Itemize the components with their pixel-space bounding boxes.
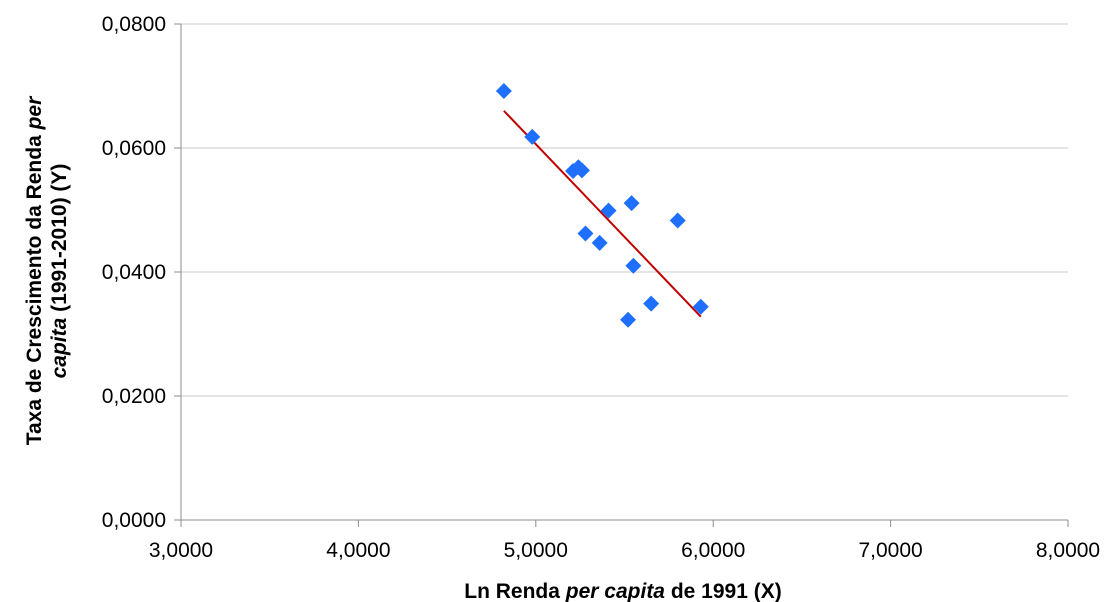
- data-point: [573, 162, 590, 179]
- x-tick-label: 6,0000: [681, 539, 745, 562]
- x-tick-label: 5,0000: [504, 539, 568, 562]
- x-tick-label: 4,0000: [326, 539, 390, 562]
- data-point: [643, 295, 660, 312]
- y-tick-label: 0,0000: [102, 509, 166, 532]
- data-point: [625, 257, 642, 274]
- data-point: [620, 311, 637, 328]
- data-point: [524, 128, 541, 145]
- svg-text:capita (1991-2010) (Y): capita (1991-2010) (Y): [48, 164, 71, 379]
- y-axis-tick-labels: 0,0000 0,0200 0,0400 0,0600 0,0800: [102, 13, 166, 532]
- data-point: [577, 225, 594, 242]
- data-point: [591, 234, 608, 251]
- data-points: [495, 82, 709, 328]
- y-tick-label: 0,0400: [102, 261, 166, 284]
- x-tick-label: 8,0000: [1036, 539, 1100, 562]
- x-tick-label: 7,0000: [858, 539, 922, 562]
- x-axis-title: Ln Renda per capita de 1991 (X): [464, 580, 781, 602]
- trendline: [503, 110, 702, 318]
- y-tick-label: 0,0200: [102, 385, 166, 408]
- data-point: [600, 202, 617, 219]
- x-axis-tick-labels: 3,0000 4,0000 5,0000 6,0000 7,0000 8,0000: [149, 539, 1100, 562]
- data-point: [692, 298, 709, 315]
- y-tick-label: 0,0800: [102, 13, 166, 36]
- trendline-layer: [503, 110, 702, 318]
- svg-text:Taxa de Crescimento da Renda p: Taxa de Crescimento da Renda per: [23, 95, 46, 445]
- y-tick-label: 0,0600: [102, 137, 166, 160]
- y-axis-title: Taxa de Crescimento da Renda per capita …: [23, 95, 71, 445]
- gridlines: [181, 23, 1068, 397]
- data-point: [669, 212, 686, 229]
- x-tick-label: 3,0000: [149, 539, 213, 562]
- axes: [174, 23, 1069, 527]
- data-point: [623, 195, 640, 212]
- data-point: [495, 82, 512, 99]
